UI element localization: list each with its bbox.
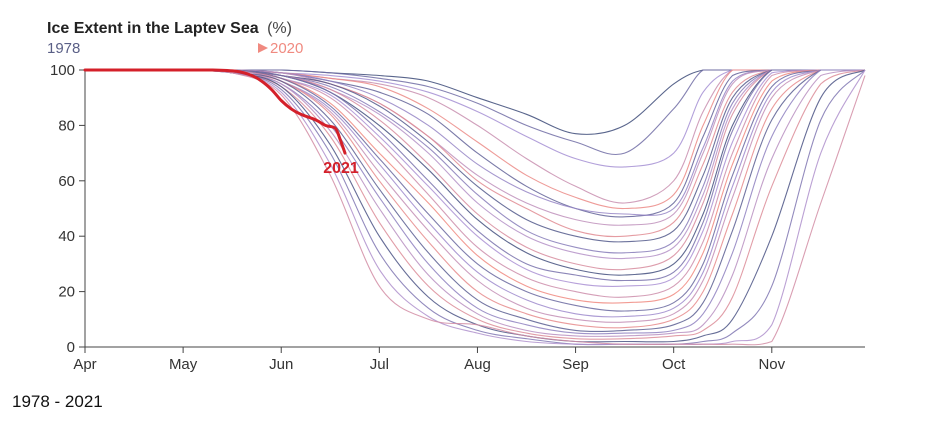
caption: 1978 - 2021 [12,392,103,411]
highlight-label-2021: 2021 [323,160,359,177]
series-line-s25 [85,69,866,337]
series-line-s19 [85,69,865,312]
chart-title: Ice Extent in the Laptev Sea (%) [47,20,292,37]
series-line-s29 [85,69,866,345]
series-line-s28 [85,69,866,346]
x-ticks: Apr May Jun Jul Aug Sep Oct Nov [73,347,786,373]
y-tick-label: 0 [67,339,75,356]
y-ticks: 0 20 40 60 80 100 [50,62,85,356]
x-tick-label: Sep [562,356,589,373]
legend-end-label: 2020 [270,40,303,57]
highlight-line-2021 [83,68,347,155]
legend-arrow-icon [258,43,268,53]
x-tick-label: Oct [662,356,686,373]
y-tick-label: 100 [50,62,75,79]
chart-title-unit: (%) [267,20,292,37]
x-tick-label: Jun [269,356,293,373]
chart-title-main: Ice Extent in the Laptev Sea [47,20,259,37]
y-tick-label: 60 [58,173,75,190]
series-line-s15 [85,69,865,282]
series-line-s23 [85,69,865,332]
series-line-s18 [85,69,865,304]
series-line-s24 [85,69,865,335]
series-line-s26 [85,69,866,340]
x-tick-label: Apr [73,356,96,373]
chart: Ice Extent in the Laptev Sea (%) 1978 20… [47,20,866,373]
series-line-s08 [85,69,865,226]
series-lines [85,69,866,346]
y-tick-label: 20 [58,284,75,301]
x-tick-label: May [169,356,198,373]
x-tick-label: Nov [758,356,785,373]
x-tick-label: Aug [464,356,491,373]
series-line-s30 [85,69,866,346]
series-line-s10 [85,69,865,243]
y-tick-label: 40 [58,228,75,245]
legend-start-label: 1978 [47,40,80,57]
y-tick-label: 80 [58,117,75,134]
x-tick-label: Jul [370,356,389,373]
highlight-series: 2021 [83,68,359,177]
